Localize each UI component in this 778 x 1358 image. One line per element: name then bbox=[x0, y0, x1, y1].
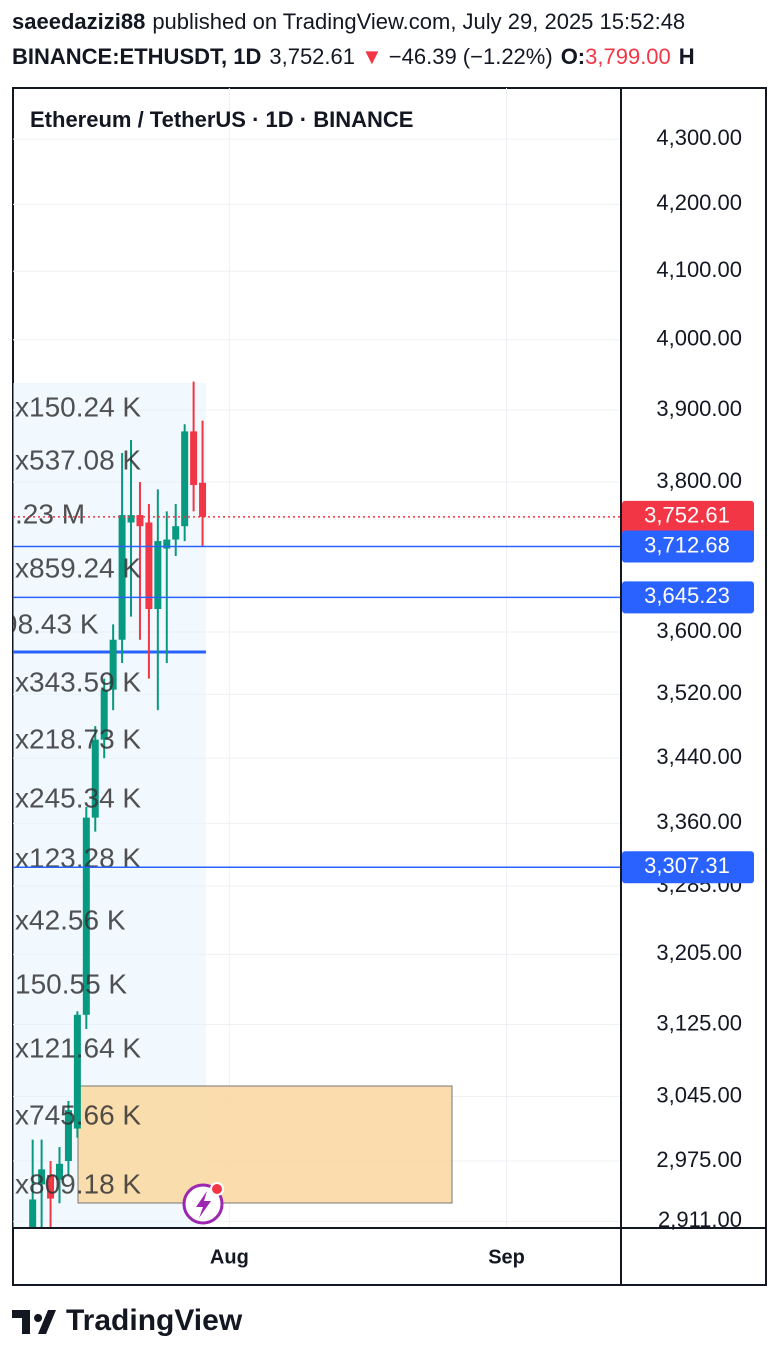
candle-body bbox=[91, 739, 99, 818]
volume-label: x745.66 K bbox=[15, 1099, 141, 1130]
candle-body bbox=[38, 1169, 46, 1185]
time-axis: Aug Sep bbox=[210, 1246, 525, 1268]
price-label: 3,307.31 bbox=[644, 853, 730, 878]
y-tick-label: 3,800.00 bbox=[656, 468, 742, 493]
candle-body bbox=[29, 1199, 37, 1228]
rectangle-drawing bbox=[77, 1085, 453, 1204]
candle-body bbox=[181, 431, 189, 527]
candle-body bbox=[47, 1175, 55, 1199]
y-tick-label: 4,200.00 bbox=[656, 190, 742, 215]
candle-body bbox=[199, 482, 207, 517]
y-tick-label: 3,600.00 bbox=[656, 618, 742, 643]
price-axis: 4,300.00 4,200.00 4,100.00 4,000.00 3,900.00… bbox=[656, 125, 742, 1232]
y-tick-label: 4,000.00 bbox=[656, 326, 742, 351]
y-tick-label: 3,900.00 bbox=[656, 396, 742, 421]
price-label-box bbox=[622, 851, 754, 884]
candle-body bbox=[109, 639, 117, 690]
price-lines bbox=[13, 516, 621, 869]
volume-label: x123.28 K bbox=[15, 842, 141, 873]
open-value: 3,799.00 bbox=[585, 44, 671, 69]
y-tick-label: 2,911.00 bbox=[658, 1207, 742, 1232]
y-tick-label: 3,205.00 bbox=[656, 940, 742, 965]
logo-text: TradingView bbox=[66, 1304, 243, 1337]
candle-body bbox=[154, 541, 162, 610]
logo: TradingView bbox=[12, 1304, 243, 1337]
y-tick-label: 3,045.00 bbox=[656, 1082, 742, 1107]
y-tick-label: 3,360.00 bbox=[656, 809, 742, 834]
author-line: saeedazizi88 published on TradingView.com… bbox=[12, 9, 685, 34]
change: −46.39 (−1.22%) bbox=[389, 44, 553, 69]
volume-label: x245.34 K bbox=[15, 782, 141, 813]
y-tick-label: 2,975.00 bbox=[656, 1147, 742, 1172]
last-price: 3,752.61 bbox=[269, 44, 355, 69]
volume-label: 98.43 K bbox=[2, 608, 99, 639]
author: saeedazizi88 bbox=[12, 9, 145, 34]
volume-label: x537.08 K bbox=[15, 444, 141, 475]
y-tick-label: 3,125.00 bbox=[656, 1010, 742, 1035]
candle-body bbox=[145, 522, 153, 610]
x-tick-label: Sep bbox=[488, 1246, 525, 1268]
annotations: x150.24 K x537.08 K .23 M x859.24 K 98.43 K x… bbox=[2, 391, 141, 1199]
candle-body bbox=[73, 1014, 81, 1129]
candle-body bbox=[190, 431, 198, 485]
candle-body bbox=[55, 1163, 63, 1180]
price-label-box bbox=[622, 581, 754, 614]
symbol-line: BINANCE:ETHUSDT, 1D 3,752.61 ▼ −46.39 (−1.2… bbox=[12, 44, 695, 69]
volume-label: x218.73 K bbox=[15, 723, 141, 754]
price-label: 3,712.68 bbox=[644, 532, 730, 557]
volume-label: x42.56 K bbox=[15, 904, 126, 935]
y-tick-label: 4,300.00 bbox=[656, 125, 742, 150]
volume-label: x121.64 K bbox=[15, 1032, 141, 1063]
y-tick-label: 3,520.00 bbox=[656, 680, 742, 705]
price-labels: 3,752.6103:07:143,712.683,645.233,307.31 bbox=[622, 500, 754, 884]
published: published on TradingView.com, July 29, 2… bbox=[152, 9, 685, 34]
candle-body bbox=[172, 526, 180, 540]
symbol: BINANCE:ETHUSDT, 1D bbox=[12, 44, 261, 69]
arrow: ▼ bbox=[361, 44, 383, 69]
volume-label: x809.18 K bbox=[15, 1168, 141, 1199]
x-tick-label: Aug bbox=[210, 1246, 249, 1268]
volume-label: x859.24 K bbox=[15, 552, 141, 583]
price-label: 3,645.23 bbox=[644, 583, 730, 608]
price-label-box bbox=[622, 530, 754, 563]
high-label: H bbox=[679, 44, 695, 69]
open-label: O: bbox=[561, 44, 585, 69]
volume-label: x150.24 K bbox=[15, 391, 141, 422]
y-tick-label: 4,100.00 bbox=[656, 257, 742, 282]
candles bbox=[29, 381, 207, 1228]
chart-title: Ethereum / TetherUS · 1D · BINANCE bbox=[30, 107, 413, 132]
candle-body bbox=[136, 515, 144, 527]
candle-body bbox=[163, 539, 171, 549]
price-label: 3,752.61 bbox=[644, 503, 730, 528]
candle-body bbox=[64, 1110, 72, 1161]
volume-label: x343.59 K bbox=[15, 666, 141, 697]
volume-label: .23 M bbox=[15, 498, 85, 529]
y-tick-label: 3,440.00 bbox=[656, 744, 742, 769]
candle-body bbox=[118, 515, 126, 640]
candle-body bbox=[100, 689, 108, 740]
candle-body bbox=[127, 515, 135, 523]
alert-icon bbox=[182, 1182, 224, 1225]
volume-label: 150.55 K bbox=[15, 968, 127, 999]
candle-body bbox=[82, 817, 90, 1015]
